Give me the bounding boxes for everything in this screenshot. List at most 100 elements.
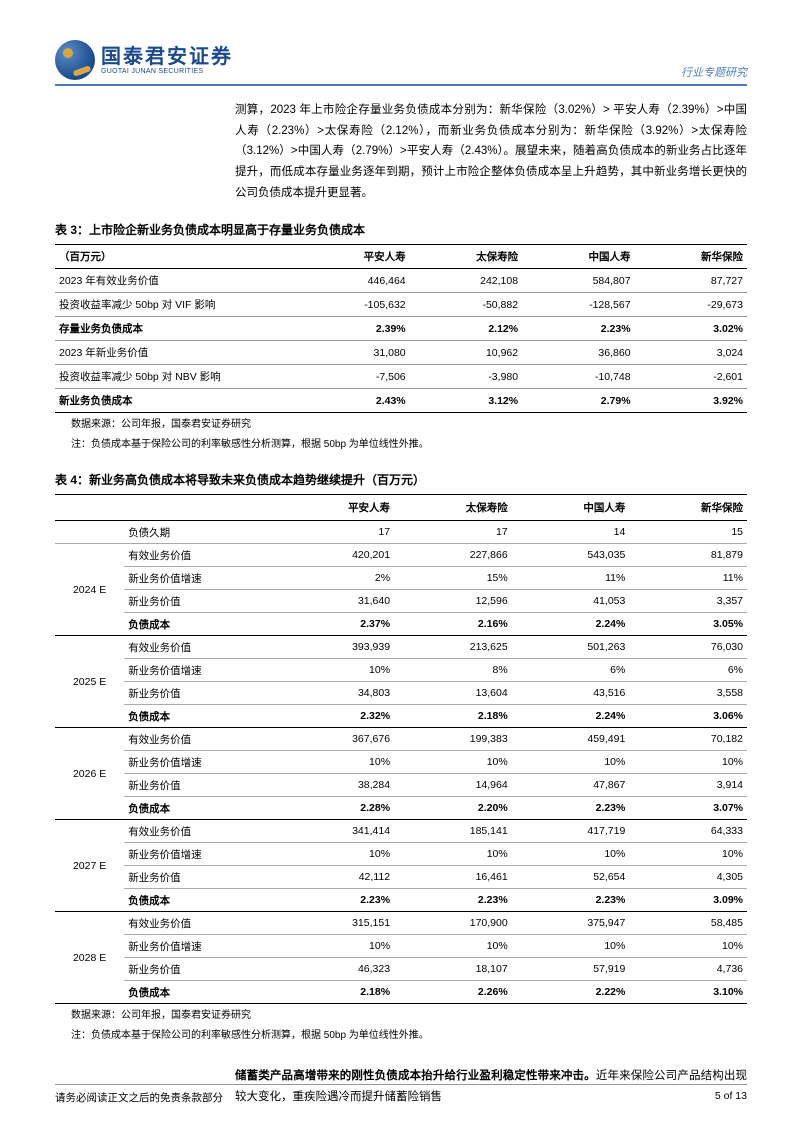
cell-value: 64,333 <box>629 820 747 843</box>
row-label: 新业务价值 <box>124 682 276 705</box>
table-row: 2026 E有效业务价值367,676199,383459,49170,182 <box>55 728 747 751</box>
table4-col-header: 平安人寿 <box>276 495 394 521</box>
table3-title: 表 3：上市险企新业务负债成本明显高于存量业务负债成本 <box>55 221 747 238</box>
cell-value: 58,485 <box>629 912 747 935</box>
table-row: 新业务价值增速2%15%11%11% <box>55 567 747 590</box>
cell-value: 367,676 <box>276 728 394 751</box>
logo-text: 国泰君安证券 GUOTAI JUNAN SECURITIES <box>101 46 233 75</box>
cell-value: 375,947 <box>512 912 630 935</box>
cell-value: 10,962 <box>410 341 522 365</box>
cell-value: -7,506 <box>297 365 409 389</box>
cell-value: 16,461 <box>394 866 512 889</box>
year-cell: 2026 E <box>55 728 124 820</box>
footer-disclaimer: 请务必阅读正文之后的免责条款部分 <box>55 1090 223 1105</box>
row-label: 新业务价值增速 <box>124 935 276 958</box>
cell-value: 3.07% <box>629 797 747 820</box>
cell-value: 4,736 <box>629 958 747 981</box>
cell-value: 2.37% <box>276 613 394 636</box>
cell-value: 10% <box>394 843 512 866</box>
row-label: 新业务负债成本 <box>55 389 297 413</box>
cell-value: 213,625 <box>394 636 512 659</box>
row-label: 负债成本 <box>124 613 276 636</box>
cell-value: 17 <box>276 521 394 544</box>
table-row: 负债成本2.23%2.23%2.23%3.09% <box>55 889 747 912</box>
cell-value: 2.26% <box>394 981 512 1004</box>
row-label: 有效业务价值 <box>124 728 276 751</box>
cell-value: 14,964 <box>394 774 512 797</box>
table3-col-header: 平安人寿 <box>297 245 409 269</box>
cell-value: 10% <box>629 751 747 774</box>
closing-bold: 储蓄类产品高增带来的刚性负债成本抬升给行业盈利稳定性带来冲击。 <box>235 1070 596 1082</box>
cell-value: 3.05% <box>629 613 747 636</box>
table-row: 投资收益率减少 50bp 对 VIF 影响-105,632-50,882-128… <box>55 293 747 317</box>
cell-value: 2.18% <box>394 705 512 728</box>
cell-value: 446,464 <box>297 269 409 293</box>
cell-value: 14 <box>512 521 630 544</box>
table3-col-header: 太保寿险 <box>410 245 522 269</box>
cell-value: 2.32% <box>276 705 394 728</box>
table-row: 负债久期17171415 <box>55 521 747 544</box>
table-row: 新业务价值42,11216,46152,6544,305 <box>55 866 747 889</box>
row-label: 有效业务价值 <box>124 912 276 935</box>
cell-value: 3,914 <box>629 774 747 797</box>
cell-value: 459,491 <box>512 728 630 751</box>
cell-value: -128,567 <box>522 293 634 317</box>
row-label: 有效业务价值 <box>124 636 276 659</box>
cell-value: 34,803 <box>276 682 394 705</box>
cell-value: 185,141 <box>394 820 512 843</box>
cell-value: 6% <box>512 659 630 682</box>
cell-value: 3.12% <box>410 389 522 413</box>
table4-title: 表 4：新业务高负债成本将导致未来负债成本趋势继续提升（百万元） <box>55 471 747 488</box>
table3-col-header: 新华保险 <box>635 245 747 269</box>
cell-value: 18,107 <box>394 958 512 981</box>
row-label: 新业务价值增速 <box>124 751 276 774</box>
table3-unit-header: （百万元） <box>55 245 297 269</box>
cell-value: 15% <box>394 567 512 590</box>
cell-value: 227,866 <box>394 544 512 567</box>
table-row: 负债成本2.28%2.20%2.23%3.07% <box>55 797 747 820</box>
table-row: 投资收益率减少 50bp 对 NBV 影响-7,506-3,980-10,748… <box>55 365 747 389</box>
row-label: 新业务价值 <box>124 866 276 889</box>
cell-value: -105,632 <box>297 293 409 317</box>
table-row: 新业务价值增速10%8%6%6% <box>55 659 747 682</box>
cell-value: 2.23% <box>512 797 630 820</box>
cell-value: 47,867 <box>512 774 630 797</box>
year-cell: 2028 E <box>55 912 124 1004</box>
table4-note: 注：负债成本基于保险公司的利率敏感性分析测算，根据 50bp 为单位线性外推。 <box>55 1028 747 1044</box>
cell-value: 2.23% <box>522 317 634 341</box>
table-row: 2023 年有效业务价值446,464242,108584,80787,727 <box>55 269 747 293</box>
cell-value: 170,900 <box>394 912 512 935</box>
row-label: 新业务价值 <box>124 774 276 797</box>
cell-value: 10% <box>276 843 394 866</box>
cell-value: 2% <box>276 567 394 590</box>
cell-value: 2.20% <box>394 797 512 820</box>
cell-value: 38,284 <box>276 774 394 797</box>
cell-value: 242,108 <box>410 269 522 293</box>
cell-value: 10% <box>512 751 630 774</box>
table3-source: 数据来源：公司年报，国泰君安证券研究 <box>55 417 747 433</box>
cell-value: 31,080 <box>297 341 409 365</box>
cell-value: 3,357 <box>629 590 747 613</box>
row-label: 新业务价值增速 <box>124 843 276 866</box>
table3: （百万元）平安人寿太保寿险中国人寿新华保险 2023 年有效业务价值446,46… <box>55 244 747 413</box>
table3-col-header: 中国人寿 <box>522 245 634 269</box>
row-label: 2023 年新业务价值 <box>55 341 297 365</box>
cell-value: 3.06% <box>629 705 747 728</box>
table-row: 2025 E有效业务价值393,939213,625501,26376,030 <box>55 636 747 659</box>
cell-value: 2.23% <box>394 889 512 912</box>
row-label: 负债成本 <box>124 981 276 1004</box>
logo-en: GUOTAI JUNAN SECURITIES <box>101 68 233 75</box>
row-label: 投资收益率减少 50bp 对 VIF 影响 <box>55 293 297 317</box>
table-row: 新业务价值34,80313,60443,5163,558 <box>55 682 747 705</box>
table4: 平安人寿太保寿险中国人寿新华保险 负债久期171714152024 E有效业务价… <box>55 494 747 1004</box>
cell-value: 2.18% <box>276 981 394 1004</box>
page-header: 国泰君安证券 GUOTAI JUNAN SECURITIES 行业专题研究 <box>55 40 747 86</box>
cell-value: 2.12% <box>410 317 522 341</box>
cell-value: -3,980 <box>410 365 522 389</box>
cell-value: 543,035 <box>512 544 630 567</box>
row-label: 新业务价值增速 <box>124 659 276 682</box>
row-label: 负债久期 <box>124 521 276 544</box>
table4-source: 数据来源：公司年报，国泰君安证券研究 <box>55 1008 747 1024</box>
footer-page-number: 5 of 13 <box>715 1090 747 1105</box>
row-label: 投资收益率减少 50bp 对 NBV 影响 <box>55 365 297 389</box>
